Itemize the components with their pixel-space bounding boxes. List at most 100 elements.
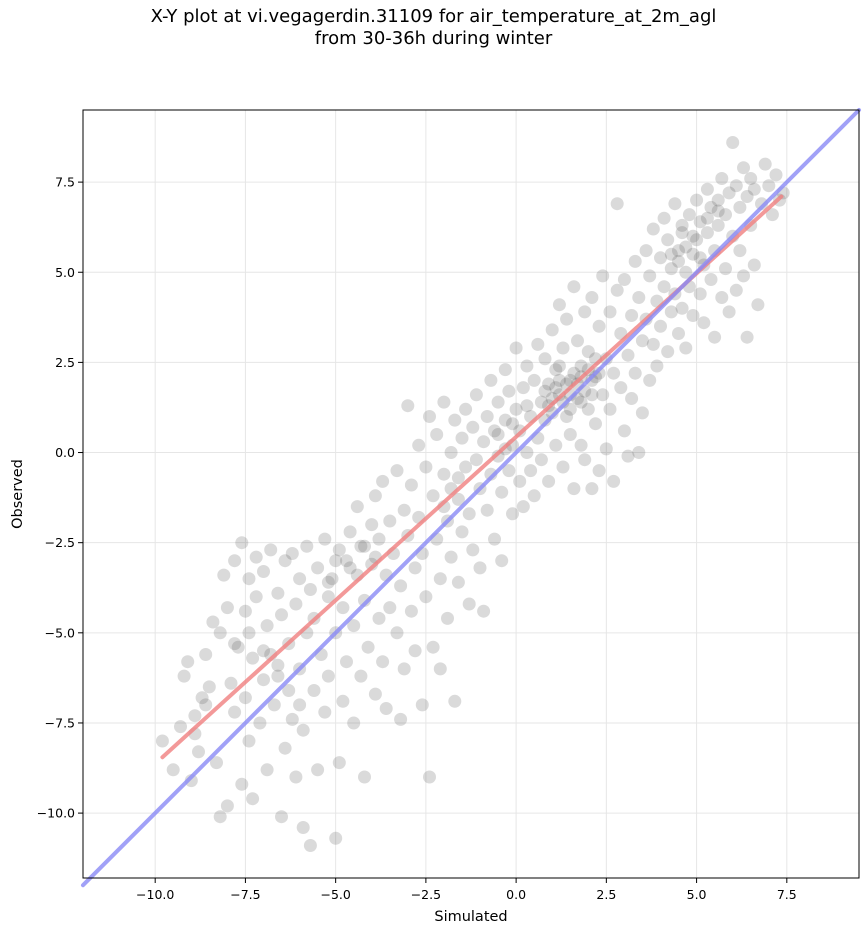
data-point — [711, 204, 725, 218]
data-point — [224, 676, 238, 690]
data-point — [412, 438, 426, 452]
data-point — [542, 377, 556, 391]
data-point — [383, 514, 397, 528]
data-point — [614, 381, 628, 395]
data-point — [311, 763, 325, 777]
data-point — [246, 651, 260, 665]
data-point — [455, 525, 469, 539]
data-point — [451, 575, 465, 589]
data-point — [267, 698, 281, 712]
data-point — [311, 561, 325, 575]
data-point — [690, 233, 704, 247]
data-point — [740, 330, 754, 344]
data-point — [275, 810, 288, 824]
data-point — [737, 161, 750, 175]
data-point — [509, 341, 523, 355]
data-point — [376, 474, 390, 488]
data-point — [242, 734, 256, 748]
data-point — [762, 179, 776, 193]
data-point — [444, 446, 458, 459]
data-point — [228, 554, 242, 568]
data-point — [390, 464, 404, 478]
data-point — [242, 572, 256, 586]
data-point — [271, 669, 285, 683]
data-point — [628, 254, 642, 268]
data-point — [293, 698, 307, 712]
data-point — [358, 593, 371, 607]
identity-line — [81, 108, 861, 888]
data-point — [394, 712, 408, 726]
data-point — [271, 658, 285, 672]
data-point — [278, 554, 292, 568]
data-point — [347, 716, 361, 730]
data-point — [617, 273, 631, 286]
y-axis-label: Observed — [10, 459, 26, 529]
data-point — [661, 345, 675, 359]
data-point — [744, 172, 758, 185]
data-point — [498, 363, 512, 377]
data-point — [527, 489, 541, 503]
data-point — [581, 345, 595, 359]
y-tick-label: −2.5 — [45, 535, 75, 550]
data-point — [697, 316, 711, 330]
data-point — [469, 453, 483, 467]
data-point — [646, 222, 660, 236]
data-point — [682, 208, 696, 222]
data-point — [260, 763, 274, 777]
data-point — [506, 507, 519, 521]
data-point — [303, 583, 317, 596]
data-point — [278, 741, 292, 755]
data-point — [228, 705, 242, 719]
data-point — [513, 474, 527, 488]
data-point — [635, 406, 649, 420]
data-point — [401, 399, 415, 413]
data-point — [404, 478, 418, 492]
data-point — [394, 579, 408, 593]
data-point — [520, 359, 534, 373]
plot-frame — [82, 109, 860, 879]
data-point — [603, 402, 617, 416]
x-tick-label: −5.0 — [320, 887, 350, 902]
axis-ticks: −10.0 −7.5 −5.0 −2.5 0.0 2.5 5.0 7.5 −10.0 −7.5 −5… — [37, 175, 797, 902]
data-point — [765, 208, 779, 222]
x-tick-label: 5.0 — [687, 887, 707, 902]
data-point — [592, 366, 606, 380]
data-point — [285, 712, 299, 726]
data-point — [372, 611, 386, 625]
data-point — [354, 539, 368, 553]
data-point — [462, 597, 476, 611]
data-point — [506, 417, 519, 431]
title-line-1: X-Y plot at vi.vegagerdin.31109 for air_… — [150, 6, 717, 27]
data-point — [257, 565, 270, 578]
data-point — [318, 532, 332, 546]
data-point — [228, 637, 242, 651]
data-point — [715, 172, 729, 185]
data-point — [184, 774, 198, 788]
data-point — [679, 240, 693, 254]
data-point — [704, 273, 718, 286]
data-point — [430, 428, 444, 441]
data-point — [246, 792, 260, 806]
data-point — [332, 543, 346, 557]
data-point — [632, 446, 646, 459]
data-point — [195, 691, 209, 705]
data-point — [610, 197, 624, 211]
data-point — [578, 305, 592, 319]
data-point — [437, 395, 451, 409]
data-point — [217, 568, 231, 582]
data-point — [571, 334, 584, 348]
data-point — [502, 384, 516, 398]
data-point — [552, 373, 566, 387]
data-point — [567, 280, 581, 294]
data-point — [516, 381, 530, 395]
data-point — [350, 500, 364, 514]
data-point — [444, 550, 458, 564]
data-point — [372, 532, 386, 546]
data-point — [329, 554, 343, 568]
data-point — [610, 283, 624, 297]
data-point — [729, 179, 743, 193]
data-point — [628, 366, 642, 380]
data-point — [451, 471, 465, 485]
data-point — [538, 384, 552, 398]
